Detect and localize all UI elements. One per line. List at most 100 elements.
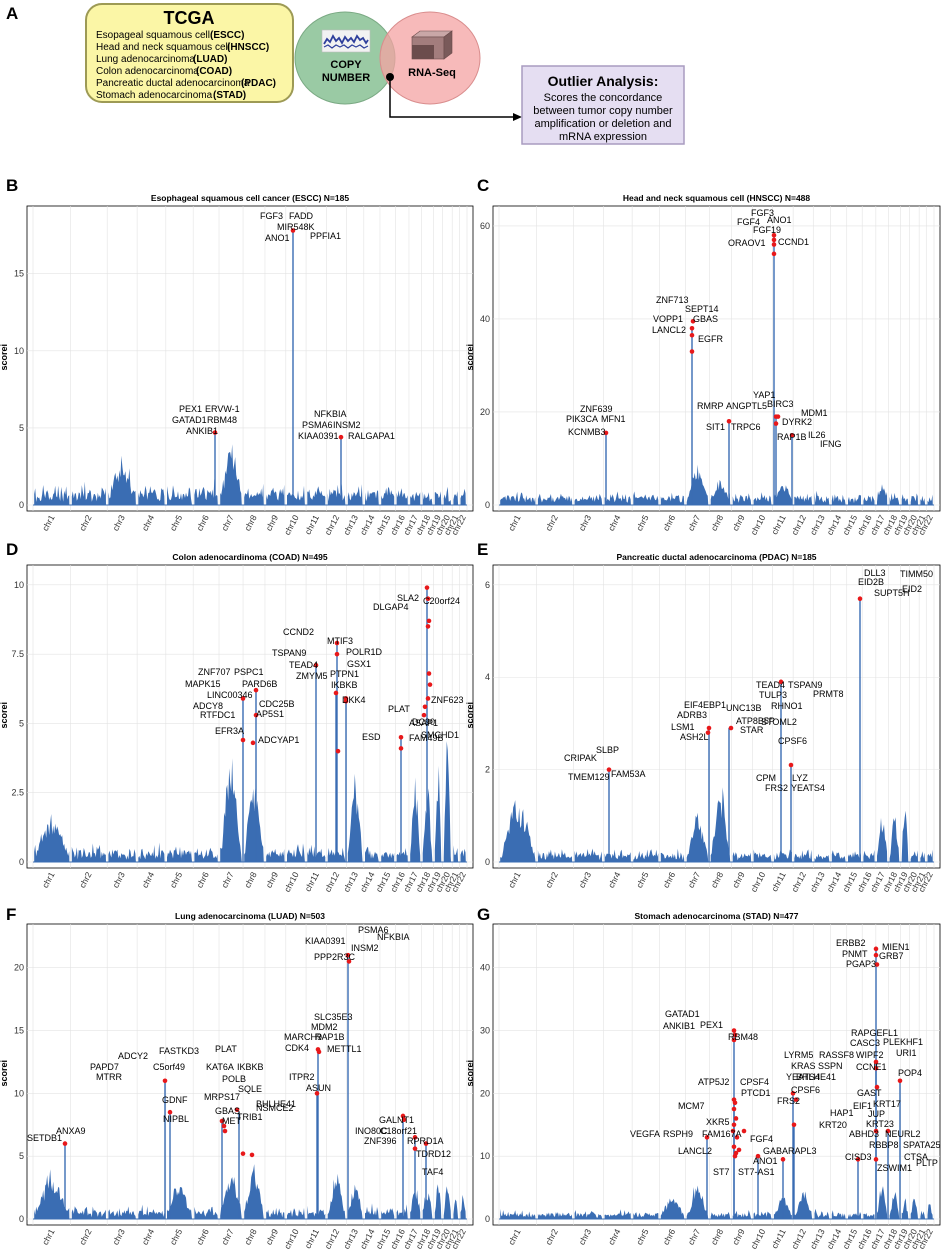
tcga-title: TCGA xyxy=(164,8,215,28)
outlier-point xyxy=(62,1141,68,1146)
gene-label: YAP1 xyxy=(753,390,775,400)
y-tick-label: 0 xyxy=(19,1214,24,1224)
y-tick-label: 2.5 xyxy=(11,788,24,798)
y-tick-label: 7.5 xyxy=(11,649,24,659)
gene-label: FGF19 xyxy=(753,225,781,235)
gene-label: ZNF639 xyxy=(580,404,613,414)
x-tick-label: chr13 xyxy=(341,1227,360,1251)
gene-label: ANO1 xyxy=(767,215,792,225)
gene-label: C18orf21 xyxy=(380,1126,417,1136)
gene-label: RSPH9 xyxy=(663,1129,693,1139)
gene-label: ANO1 xyxy=(753,1156,778,1166)
outlier-point xyxy=(346,959,352,964)
gene-label: RASSF8 xyxy=(819,1050,854,1060)
gene-label: LYZ xyxy=(792,773,808,783)
x-tick-label: chr13 xyxy=(808,870,827,894)
outlier-analysis-box xyxy=(521,65,685,145)
y-tick-label: 40 xyxy=(480,963,490,973)
gene-label: METTL1 xyxy=(327,1044,362,1054)
gene-label: RBM48 xyxy=(728,1032,758,1042)
x-tick-label: chr5 xyxy=(634,870,651,890)
gene-label: IKBKB xyxy=(331,680,358,690)
gene-label: GRB7 xyxy=(879,951,904,961)
gene-label: SLBP xyxy=(596,745,619,755)
gene-label: SLA2 xyxy=(397,593,419,603)
gene-label: PEX1 xyxy=(179,404,202,414)
gene-label: ATP8B5P xyxy=(736,716,775,726)
outlier-point xyxy=(425,596,431,602)
gene-label: LSM1 xyxy=(671,722,695,732)
outlier-point xyxy=(873,1059,879,1065)
outlier-point xyxy=(400,1113,406,1119)
gene-label: GBAS xyxy=(215,1106,240,1116)
gene-label: PLEKHF1 xyxy=(883,1037,923,1047)
rna-seq-label: RNA-Seq xyxy=(408,67,456,79)
x-tick-label: chr7 xyxy=(686,513,703,533)
gene-label: POLR1D xyxy=(346,647,383,657)
outlier-point xyxy=(789,432,795,438)
gene-label: PIK3CA xyxy=(566,414,598,424)
gene-label: CDK4 xyxy=(285,1043,309,1053)
y-tick-label: 30 xyxy=(480,1026,490,1036)
copy-number-icon xyxy=(321,29,371,53)
y-axis-label: scorei xyxy=(0,344,9,371)
x-tick-label: chr13 xyxy=(341,870,360,894)
outlier-point xyxy=(855,1157,861,1162)
gene-label: MTRR xyxy=(96,1072,122,1082)
gene-label: C20orf24 xyxy=(423,596,460,606)
gene-label: PARD6B xyxy=(242,679,277,689)
score-area xyxy=(499,787,934,862)
gene-label: LINC00346 xyxy=(207,690,253,700)
chart-panel-c: C Head and neck squamous cell (HNSCC) N=4… xyxy=(465,176,941,537)
x-tick-label: chr12 xyxy=(322,513,341,537)
outlier-point xyxy=(422,704,428,710)
outlier-point xyxy=(250,740,256,746)
x-tick-label: chr4 xyxy=(140,513,157,533)
outlier-point xyxy=(690,318,696,324)
gene-label: PAPD7 xyxy=(90,1062,119,1072)
outlier-point xyxy=(732,1153,738,1159)
gene-label: CCNE1 xyxy=(856,1062,887,1072)
gene-label: MRPS17 xyxy=(204,1092,240,1102)
x-tick-label: chr7 xyxy=(686,1227,703,1247)
outlier-point xyxy=(398,746,404,751)
gene-label: PPP2R3C xyxy=(314,952,356,962)
gene-label: SMCHD1 xyxy=(421,730,459,740)
gene-label: SEPT14 xyxy=(685,304,719,314)
gene-label: CCND1 xyxy=(778,237,809,247)
y-tick-label: 6 xyxy=(485,580,490,590)
gene-label: JUP xyxy=(868,1109,885,1119)
chart-panel-d: D Colon adenocardinoma (COAD) N=495 0 2.5 5 7… xyxy=(0,540,474,894)
gene-label: SLC35E3 xyxy=(314,1012,353,1022)
x-tick-label: chr10 xyxy=(748,870,767,894)
outlier-point xyxy=(334,640,340,646)
gene-label: ST7 xyxy=(713,1167,730,1177)
outlier-point xyxy=(221,1123,227,1129)
chart-title: Pancreatic ductal adenocarcinoma (PDAC) … xyxy=(616,552,816,562)
outlier-point xyxy=(603,430,609,436)
gene-label: EID2 xyxy=(902,584,922,594)
x-tick-label: chr6 xyxy=(661,1227,678,1247)
outlier-point xyxy=(212,430,218,435)
y-tick-label: 10 xyxy=(14,1088,24,1098)
gene-label: RHNO1 xyxy=(771,701,803,711)
y-tick-label: 0 xyxy=(19,857,24,867)
gene-label: GABARAPL3 xyxy=(763,1146,817,1156)
chart-title: Stomach adenocarcinoma (STAD) N=477 xyxy=(635,911,799,921)
gene-label: NFKBIA xyxy=(314,409,347,419)
x-tick-label: chr6 xyxy=(661,513,678,533)
outlier-point xyxy=(421,712,427,718)
gene-label: DKK4 xyxy=(342,695,366,705)
gene-label: ADCY8 xyxy=(193,701,223,711)
x-tick-label: chr1 xyxy=(40,513,57,533)
x-tick-label: chr1 xyxy=(506,513,523,533)
gene-label: SIT1 xyxy=(706,422,725,432)
gene-label: UNC13B xyxy=(726,703,762,713)
gene-label: GALNT1 xyxy=(379,1115,414,1125)
outlier-point xyxy=(425,624,431,629)
x-tick-label: chr12 xyxy=(789,1227,808,1251)
outlier-point xyxy=(874,962,880,967)
outlier-point xyxy=(689,332,695,338)
outlier-point xyxy=(706,725,712,731)
outlier-point xyxy=(240,696,246,701)
